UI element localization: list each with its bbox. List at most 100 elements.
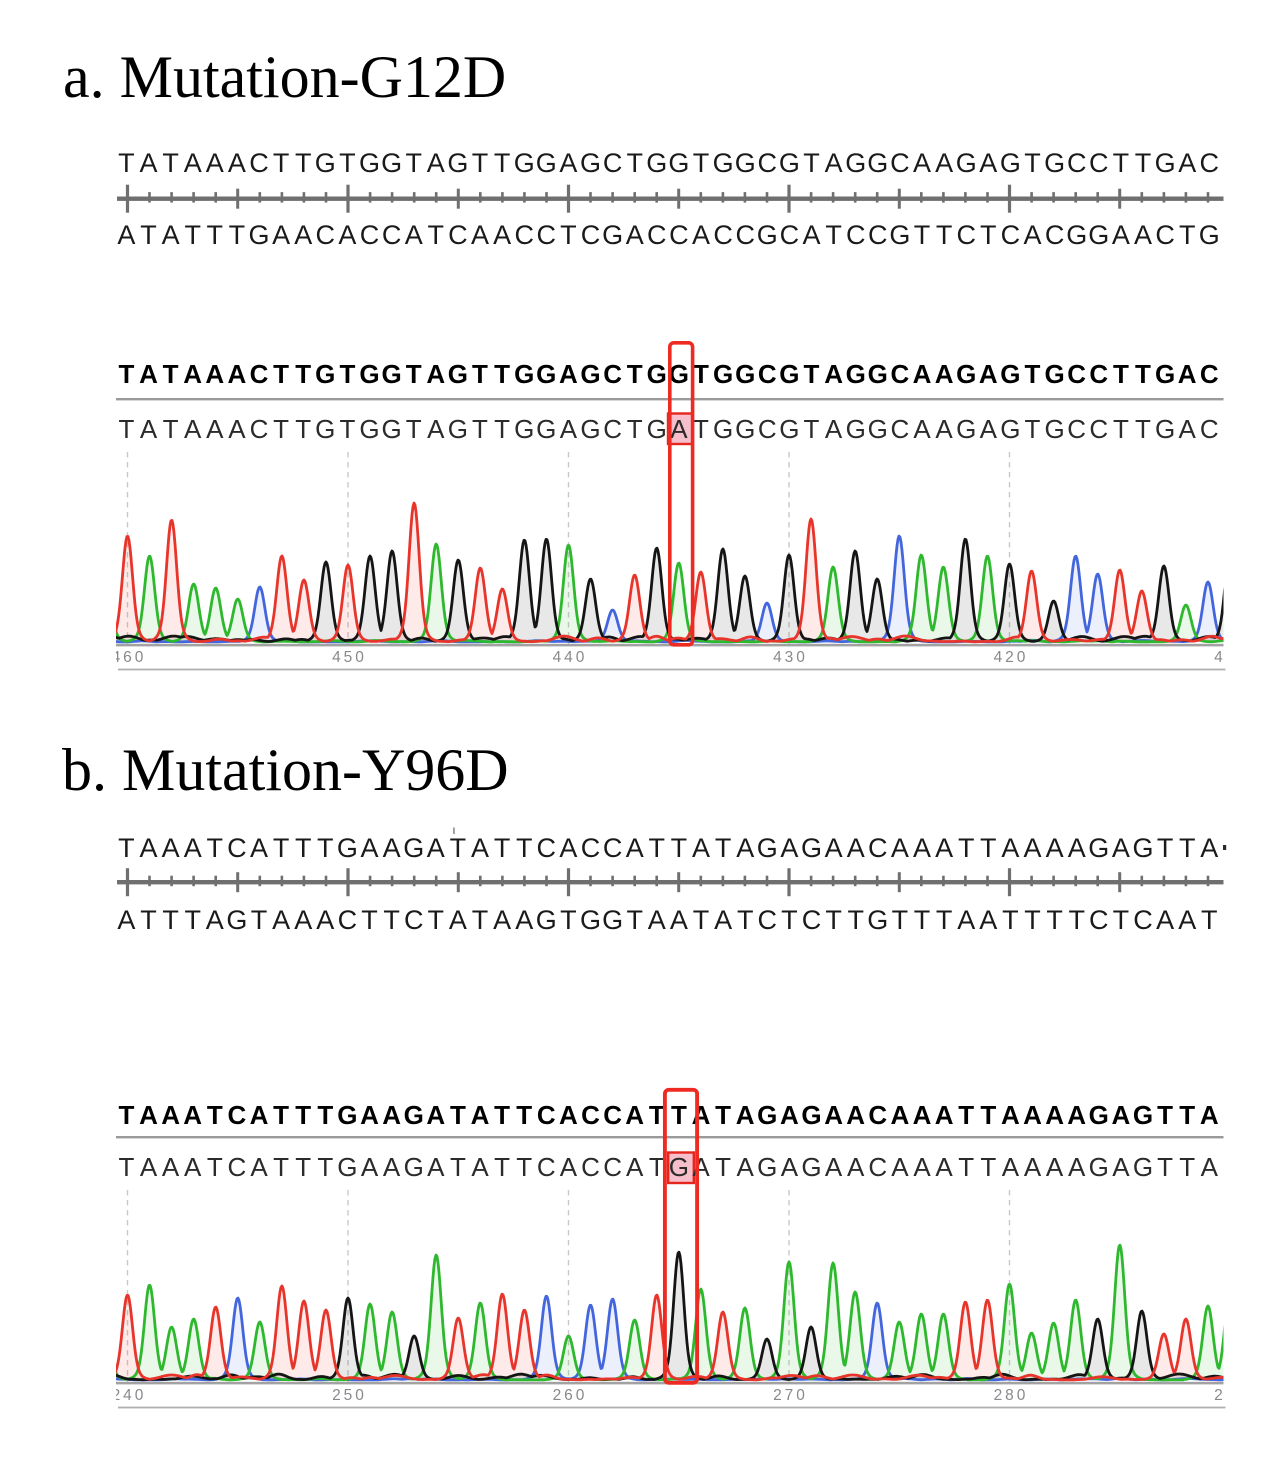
svg-text:T: T <box>936 905 953 935</box>
svg-text:A: A <box>980 414 998 444</box>
svg-text:T: T <box>914 905 931 935</box>
svg-text:A: A <box>846 1100 865 1130</box>
svg-text:C: C <box>228 1152 247 1182</box>
svg-text:A: A <box>361 1152 379 1182</box>
svg-text:T: T <box>494 1100 510 1130</box>
svg-text:C: C <box>537 1152 556 1182</box>
svg-text:T: T <box>207 1152 223 1182</box>
svg-text:a. Mutation-G12D: a. Mutation-G12D <box>63 44 506 110</box>
svg-text:G: G <box>1088 220 1109 250</box>
svg-text:G: G <box>956 148 977 178</box>
svg-text:A: A <box>228 414 246 444</box>
svg-text:C: C <box>404 905 424 935</box>
svg-text:T: T <box>980 220 997 250</box>
svg-text:C: C <box>581 833 601 863</box>
svg-text:G: G <box>1155 414 1175 444</box>
svg-text:A: A <box>140 1152 158 1182</box>
svg-text:T: T <box>361 905 378 935</box>
svg-text:G: G <box>757 833 778 863</box>
svg-text:C: C <box>1133 905 1153 935</box>
svg-text:T: T <box>118 148 135 178</box>
svg-text:G: G <box>580 414 600 444</box>
svg-text:G: G <box>337 1152 357 1182</box>
svg-text:A: A <box>559 148 577 178</box>
svg-text:C: C <box>1089 359 1108 389</box>
svg-text:A: A <box>1178 359 1197 389</box>
svg-text:C: C <box>669 220 689 250</box>
svg-text:A: A <box>935 414 953 444</box>
svg-text:A: A <box>1156 905 1174 935</box>
svg-text:G: G <box>1133 1100 1153 1130</box>
svg-text:A: A <box>383 1152 401 1182</box>
svg-text:A: A <box>802 220 820 250</box>
svg-text:T: T <box>1157 833 1174 863</box>
svg-text:G: G <box>846 414 866 444</box>
svg-text:T: T <box>273 1152 289 1182</box>
svg-text:A: A <box>1001 833 1019 863</box>
svg-text:A: A <box>272 220 290 250</box>
svg-text:G: G <box>315 359 335 389</box>
svg-text:A: A <box>117 905 135 935</box>
svg-text:T: T <box>626 905 643 935</box>
svg-text:G: G <box>514 414 534 444</box>
svg-text:T: T <box>472 359 488 389</box>
svg-text:G: G <box>846 359 866 389</box>
svg-text:T: T <box>163 414 179 444</box>
svg-text:C: C <box>1067 414 1086 444</box>
svg-text:T: T <box>958 1100 974 1130</box>
svg-text:T: T <box>184 220 201 250</box>
svg-text:T: T <box>649 1100 665 1130</box>
svg-text:G: G <box>448 359 468 389</box>
svg-text:T: T <box>1179 220 1196 250</box>
svg-text:A: A <box>913 148 931 178</box>
svg-text:T: T <box>1113 148 1130 178</box>
svg-text:C: C <box>1155 220 1175 250</box>
svg-text:A: A <box>979 359 998 389</box>
svg-text:G: G <box>1000 414 1020 444</box>
svg-text:A: A <box>426 359 445 389</box>
svg-text:T: T <box>1113 359 1129 389</box>
svg-text:C: C <box>228 1100 247 1130</box>
svg-text:A: A <box>1179 414 1197 444</box>
svg-text:G: G <box>447 148 468 178</box>
svg-text:T: T <box>273 148 290 178</box>
svg-text:T: T <box>516 1100 532 1130</box>
svg-text:A: A <box>935 148 953 178</box>
svg-text:C: C <box>249 148 269 178</box>
svg-text:T: T <box>118 359 134 389</box>
svg-text:C: C <box>448 220 468 250</box>
svg-text:T: T <box>383 905 400 935</box>
svg-text:T: T <box>825 220 842 250</box>
svg-text:T: T <box>184 905 201 935</box>
svg-text:T: T <box>958 1152 974 1182</box>
svg-text:A: A <box>1045 1100 1064 1130</box>
svg-text:C: C <box>603 414 622 444</box>
svg-text:A: A <box>426 1100 445 1130</box>
svg-text:A: A <box>692 220 710 250</box>
svg-text:450: 450 <box>332 649 367 666</box>
svg-text:A: A <box>559 1100 578 1130</box>
svg-text:T: T <box>693 148 710 178</box>
svg-text:G: G <box>359 414 379 444</box>
svg-text:G: G <box>536 148 557 178</box>
svg-text:A: A <box>559 359 578 389</box>
svg-text:A: A <box>184 148 202 178</box>
svg-text:G: G <box>580 359 600 389</box>
svg-text:C: C <box>603 1100 622 1130</box>
svg-text:A: A <box>1200 1100 1219 1130</box>
svg-text:A: A <box>781 1152 799 1182</box>
svg-text:T: T <box>450 833 467 863</box>
svg-text:C: C <box>581 1152 600 1182</box>
svg-text:T: T <box>649 833 666 863</box>
svg-text:A: A <box>648 905 666 935</box>
svg-text:G: G <box>381 414 401 444</box>
svg-text:A: A <box>1023 220 1041 250</box>
svg-text:G: G <box>1199 220 1220 250</box>
svg-text:G: G <box>315 148 336 178</box>
svg-text:T: T <box>1046 905 1063 935</box>
svg-text:T: T <box>980 1152 996 1182</box>
svg-text:T: T <box>1201 905 1218 935</box>
svg-text:260: 260 <box>553 1387 588 1404</box>
svg-text:C: C <box>316 220 336 250</box>
svg-text:G: G <box>359 148 380 178</box>
